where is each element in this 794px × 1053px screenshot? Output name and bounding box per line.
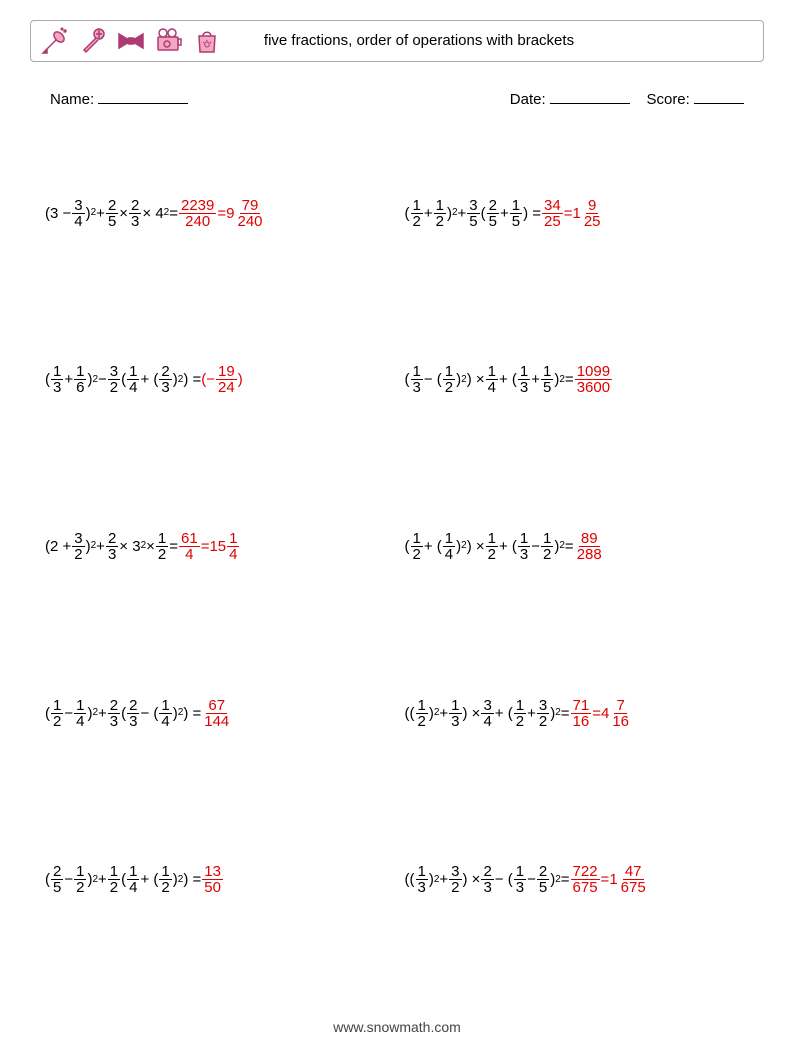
champagne-icon	[39, 25, 71, 57]
footer-text: www.snowmath.com	[0, 1019, 794, 1035]
problem-10: ((13)2 + 32) × 23 − (13 − 25)2 = 722675 …	[405, 796, 765, 963]
problem-3: (13 + 16)2 − 32(14 + (23)2) = (−1924)	[45, 297, 405, 464]
problem-5: (2 + 32)2 + 23 × 32 × 12 = 614 = 1514	[45, 463, 405, 630]
worksheet-title: five fractions, order of operations with…	[223, 31, 755, 51]
problem-4: (13 − (12)2) × 14 + (13 + 15)2 = 1099360…	[405, 297, 765, 464]
camera-icon	[153, 25, 185, 57]
microphone-icon	[77, 25, 109, 57]
date-score: Date: Score:	[510, 90, 744, 108]
problem-2: (12 + 12)2 + 35(25 + 15) = 3425 = 1925	[405, 130, 765, 297]
problem-6: (12 + (14)2) × 12 + (13 − 12)2 = 89288	[405, 463, 765, 630]
name-field: Name:	[50, 90, 188, 108]
bag-icon	[191, 25, 223, 57]
bowtie-icon	[115, 25, 147, 57]
worksheet-header: five fractions, order of operations with…	[30, 20, 764, 62]
problem-9: (25 − 12)2 + 12(14 + (12)2) = 1350	[45, 796, 405, 963]
info-row: Name: Date: Score:	[50, 90, 744, 108]
problem-8: ((12)2 + 13) × 34 + (12 + 32)2 = 7116 = …	[405, 630, 765, 797]
problem-1: (3 − 34)2 + 25 × 23 × 42 = 2239240 = 979…	[45, 130, 405, 297]
header-icons	[39, 25, 223, 57]
problems-grid: (3 − 34)2 + 25 × 23 × 42 = 2239240 = 979…	[45, 130, 764, 963]
problem-7: (12 − 14)2 + 23(23 − (14)2) = 67144	[45, 630, 405, 797]
